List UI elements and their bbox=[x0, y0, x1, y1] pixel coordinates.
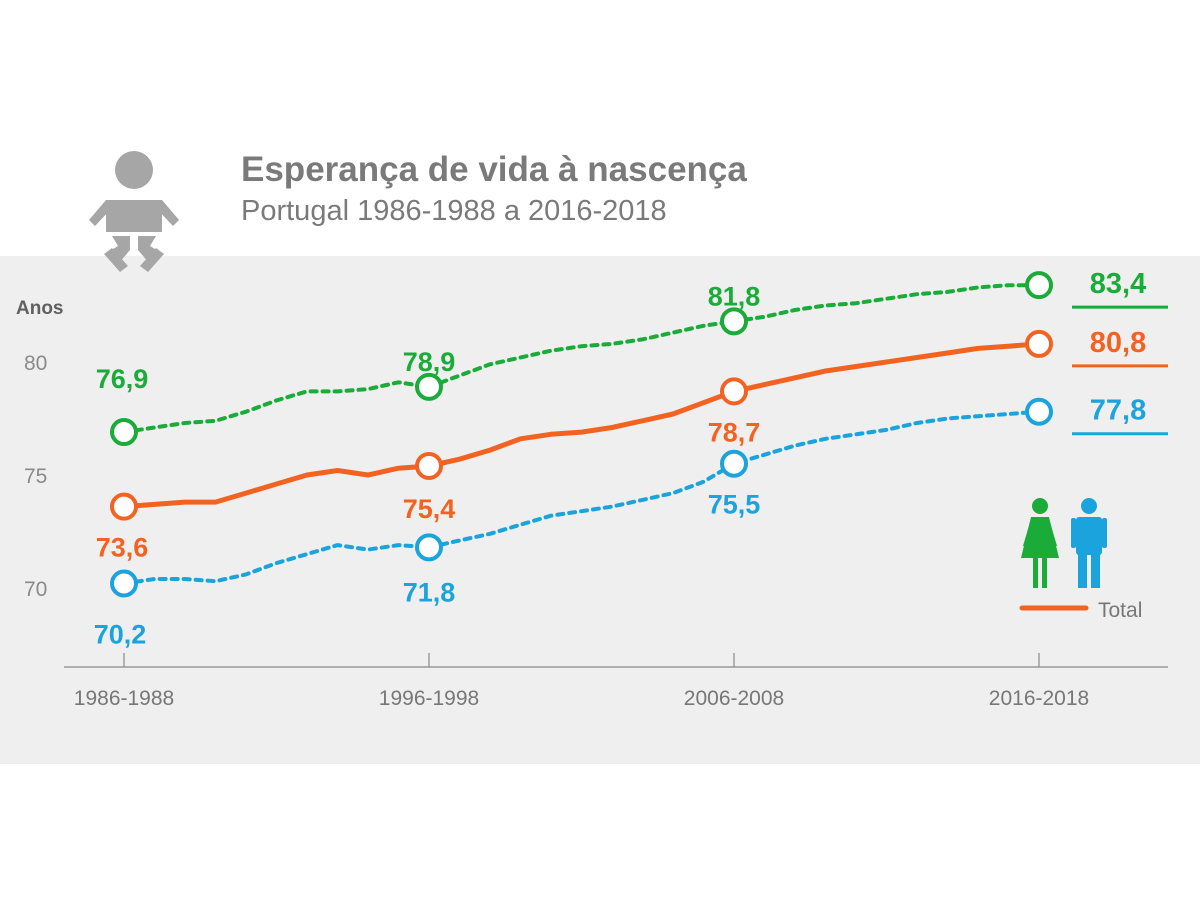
data-label-total: 75,4 bbox=[403, 494, 456, 524]
data-marker-total bbox=[110, 492, 138, 521]
x-tick-label: 1996-1998 bbox=[379, 687, 479, 710]
man-icon bbox=[1071, 498, 1107, 588]
data-marker-homens bbox=[1025, 397, 1053, 426]
man-leg-left bbox=[1078, 554, 1087, 588]
legend-total-label: Total bbox=[1098, 599, 1142, 622]
data-label-mulheres: 78,9 bbox=[403, 347, 456, 377]
man-head bbox=[1081, 498, 1097, 514]
woman-icon bbox=[1021, 498, 1059, 588]
data-label-total: 78,7 bbox=[708, 417, 761, 447]
woman-leg-right bbox=[1042, 558, 1047, 588]
x-tick-label: 2006-2008 bbox=[684, 687, 784, 710]
data-marker-total bbox=[1025, 329, 1053, 358]
series-line-total bbox=[121, 341, 1042, 510]
woman-arm-right bbox=[1046, 519, 1057, 547]
woman-leg-left bbox=[1033, 558, 1038, 588]
end-label-mulheres: 83,4 bbox=[1090, 268, 1146, 300]
chart-title: Esperança de vida à nascença bbox=[241, 150, 747, 189]
series-line-mulheres bbox=[122, 283, 1041, 435]
data-label-homens: 75,5 bbox=[708, 490, 761, 520]
man-arm-right bbox=[1102, 518, 1107, 548]
data-label-mulheres: 81,8 bbox=[708, 281, 761, 311]
series-line-homens bbox=[122, 409, 1041, 586]
data-label-mulheres: 76,9 bbox=[96, 364, 149, 394]
baby-icon bbox=[89, 151, 179, 272]
woman-arm-left bbox=[1023, 519, 1034, 547]
data-label-homens: 71,8 bbox=[403, 577, 456, 607]
data-marker-total bbox=[720, 377, 748, 406]
y-axis-label: Anos bbox=[16, 298, 64, 319]
man-arm-left bbox=[1071, 518, 1076, 548]
y-tick-label: 80 bbox=[24, 352, 47, 375]
end-label-total: 80,8 bbox=[1090, 327, 1146, 359]
data-marker-mulheres bbox=[720, 307, 748, 336]
man-torso bbox=[1076, 517, 1102, 555]
woman-head bbox=[1032, 498, 1048, 514]
x-tick-label: 1986-1988 bbox=[74, 687, 174, 710]
y-tick-label: 75 bbox=[24, 465, 47, 488]
y-tick-label: 70 bbox=[24, 578, 47, 601]
chart-subtitle: Portugal 1986-1988 a 2016-2018 bbox=[241, 195, 667, 227]
data-marker-homens bbox=[110, 569, 138, 598]
data-label-homens: 70,2 bbox=[94, 619, 147, 649]
data-label-total: 73,6 bbox=[96, 533, 149, 563]
x-tick-label: 2016-2018 bbox=[989, 687, 1089, 710]
man-leg-right bbox=[1091, 554, 1100, 588]
data-marker-mulheres bbox=[1025, 271, 1053, 300]
data-marker-homens bbox=[415, 533, 443, 562]
data-marker-homens bbox=[720, 449, 748, 478]
end-label-homens: 77,8 bbox=[1090, 395, 1146, 427]
data-marker-total bbox=[415, 451, 443, 480]
data-marker-mulheres bbox=[415, 372, 443, 401]
data-marker-mulheres bbox=[110, 418, 138, 447]
